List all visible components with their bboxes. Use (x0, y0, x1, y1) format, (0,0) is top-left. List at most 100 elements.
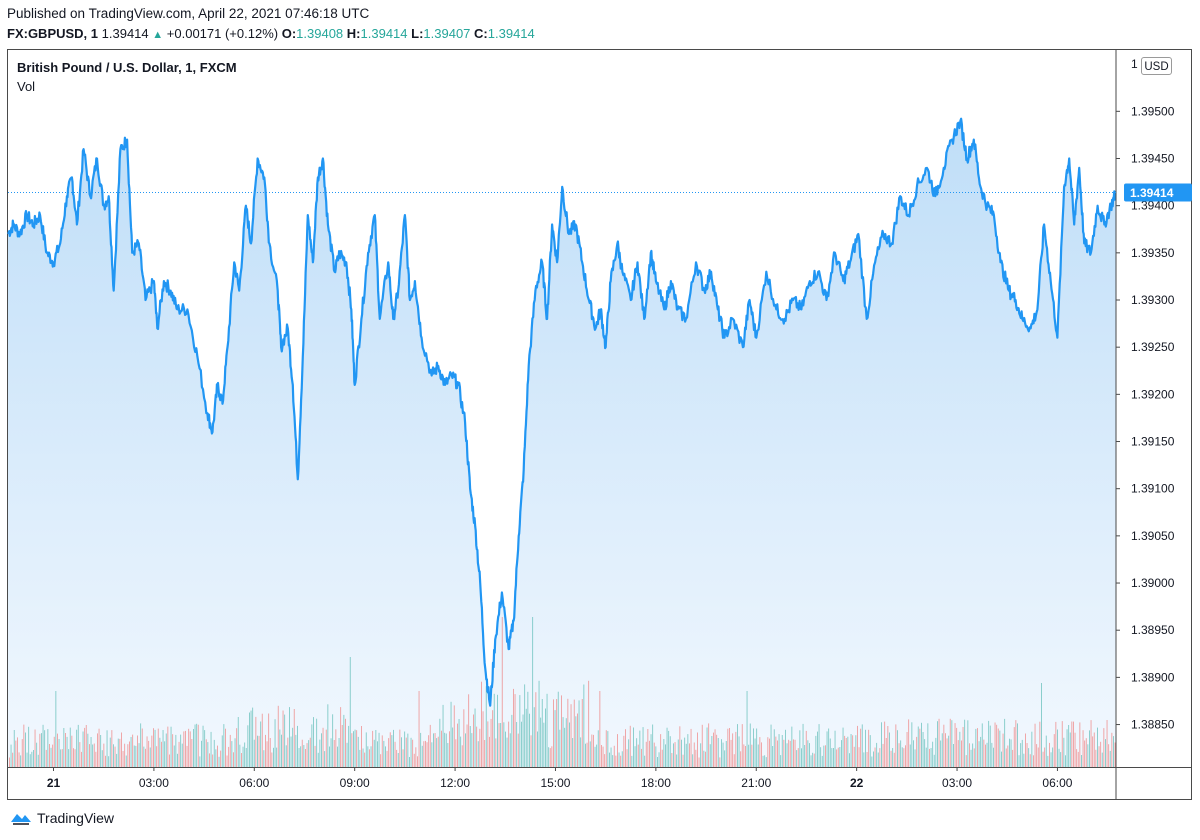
volume-legend[interactable]: Vol (17, 79, 36, 94)
volume-bar (1090, 720, 1092, 767)
volume-bar (189, 731, 191, 767)
volume-bar (489, 736, 490, 767)
time-tick-label: 03:00 (942, 776, 972, 790)
volume-bar (429, 724, 431, 767)
volume-bar (681, 739, 682, 767)
volume-bar (125, 755, 127, 767)
volume-bar (677, 739, 679, 767)
volume-bar (521, 721, 522, 767)
volume-bar (925, 747, 927, 767)
volume-bar (569, 722, 570, 767)
volume-bar (685, 743, 687, 767)
volume-bar (633, 727, 634, 767)
volume-bar (95, 751, 97, 767)
volume-bar (137, 735, 138, 767)
volume-bar (785, 729, 786, 767)
volume-bar (946, 738, 948, 767)
volume-bar (17, 737, 18, 767)
volume-bar (527, 691, 529, 767)
volume-bar (364, 752, 366, 767)
volume-bar (597, 730, 599, 767)
symbol-name[interactable]: FX:GBPUSD, 1 (7, 26, 99, 41)
price-axis[interactable]: 1.39500 1.39450 1.39400 1.39350 1.39300 1.392… (1116, 57, 1175, 732)
volume-bar (359, 749, 361, 767)
volume-bar (945, 733, 946, 767)
volume-bar (1026, 743, 1028, 767)
currency-unit-button[interactable]: USD (1141, 57, 1172, 75)
volume-bar (961, 740, 962, 767)
volume-bar (300, 746, 302, 767)
volume-bar (497, 694, 498, 767)
volume-bar (735, 731, 737, 767)
volume-bar (628, 739, 630, 767)
volume-bar (292, 727, 294, 767)
volume-bar (825, 745, 826, 767)
volume-bar (348, 725, 350, 767)
volume-bar (602, 746, 604, 767)
volume-bar (618, 752, 620, 767)
volume-bar (580, 737, 582, 767)
volume-bar (237, 717, 239, 767)
volume-bar (196, 723, 198, 767)
volume-bar (1082, 730, 1084, 767)
volume-bar (1002, 733, 1004, 767)
volume-bar (457, 723, 458, 767)
volume-bar (546, 693, 548, 767)
last-price-tag-label: 1.39414 (1130, 186, 1174, 200)
volume-bar (52, 744, 54, 767)
volume-bar (153, 728, 154, 767)
chart-frame[interactable] (7, 49, 1192, 800)
volume-bar (524, 684, 526, 767)
chart-legend-title[interactable]: British Pound / U.S. Dollar, 1, FXCM (17, 60, 237, 75)
volume-bar (156, 746, 158, 767)
volume-bar (239, 744, 241, 767)
volume-bar (722, 742, 724, 767)
volume-bar (828, 728, 830, 767)
volume-bar (207, 742, 209, 767)
volume-bar (249, 712, 250, 767)
volume-bar (412, 739, 414, 767)
volume-bar (783, 739, 785, 767)
time-axis[interactable]: 21 03:00 06:00 09:00 12:00 15:00 18:00 21:00 22 0… (47, 767, 1073, 790)
volume-bar (477, 741, 479, 767)
volume-bar (9, 757, 10, 767)
volume-bar (289, 707, 290, 767)
volume-bar (1103, 728, 1105, 767)
volume-bar (588, 680, 590, 767)
volume-bar (973, 748, 975, 767)
volume-bar (645, 741, 647, 767)
volume-bar (813, 753, 815, 767)
volume-bar (132, 734, 134, 767)
volume-bar (953, 744, 954, 767)
volume-bar (804, 745, 806, 767)
volume-bar (116, 753, 118, 767)
volume-bar (761, 742, 762, 767)
volume-bar (89, 744, 90, 767)
volume-bar (1065, 755, 1066, 767)
price-tick-label: 1.39500 (1131, 104, 1175, 118)
volume-bar (493, 693, 495, 767)
volume-bar (413, 753, 415, 767)
price-area-layer (8, 118, 1116, 767)
volume-bar (111, 730, 113, 767)
price-tick-label-partial: 1 (1131, 57, 1138, 71)
footer-brand[interactable]: TradingView (10, 810, 114, 826)
volume-bar (10, 744, 12, 767)
volume-bar (269, 738, 271, 767)
volume-bar (660, 734, 662, 767)
volume-bar (473, 714, 474, 767)
volume-bar (335, 729, 337, 767)
volume-bar (741, 724, 743, 767)
volume-bar (725, 741, 727, 767)
volume-bar (98, 728, 100, 767)
volume-bar (1031, 731, 1033, 767)
volume-bar (130, 737, 132, 767)
volume-bar (1077, 751, 1079, 767)
volume-bar (375, 730, 377, 767)
volume-bar (322, 727, 324, 767)
volume-bar (817, 731, 818, 767)
volume-bar (969, 743, 970, 767)
volume-bar (162, 730, 164, 767)
volume-bar (754, 738, 756, 767)
